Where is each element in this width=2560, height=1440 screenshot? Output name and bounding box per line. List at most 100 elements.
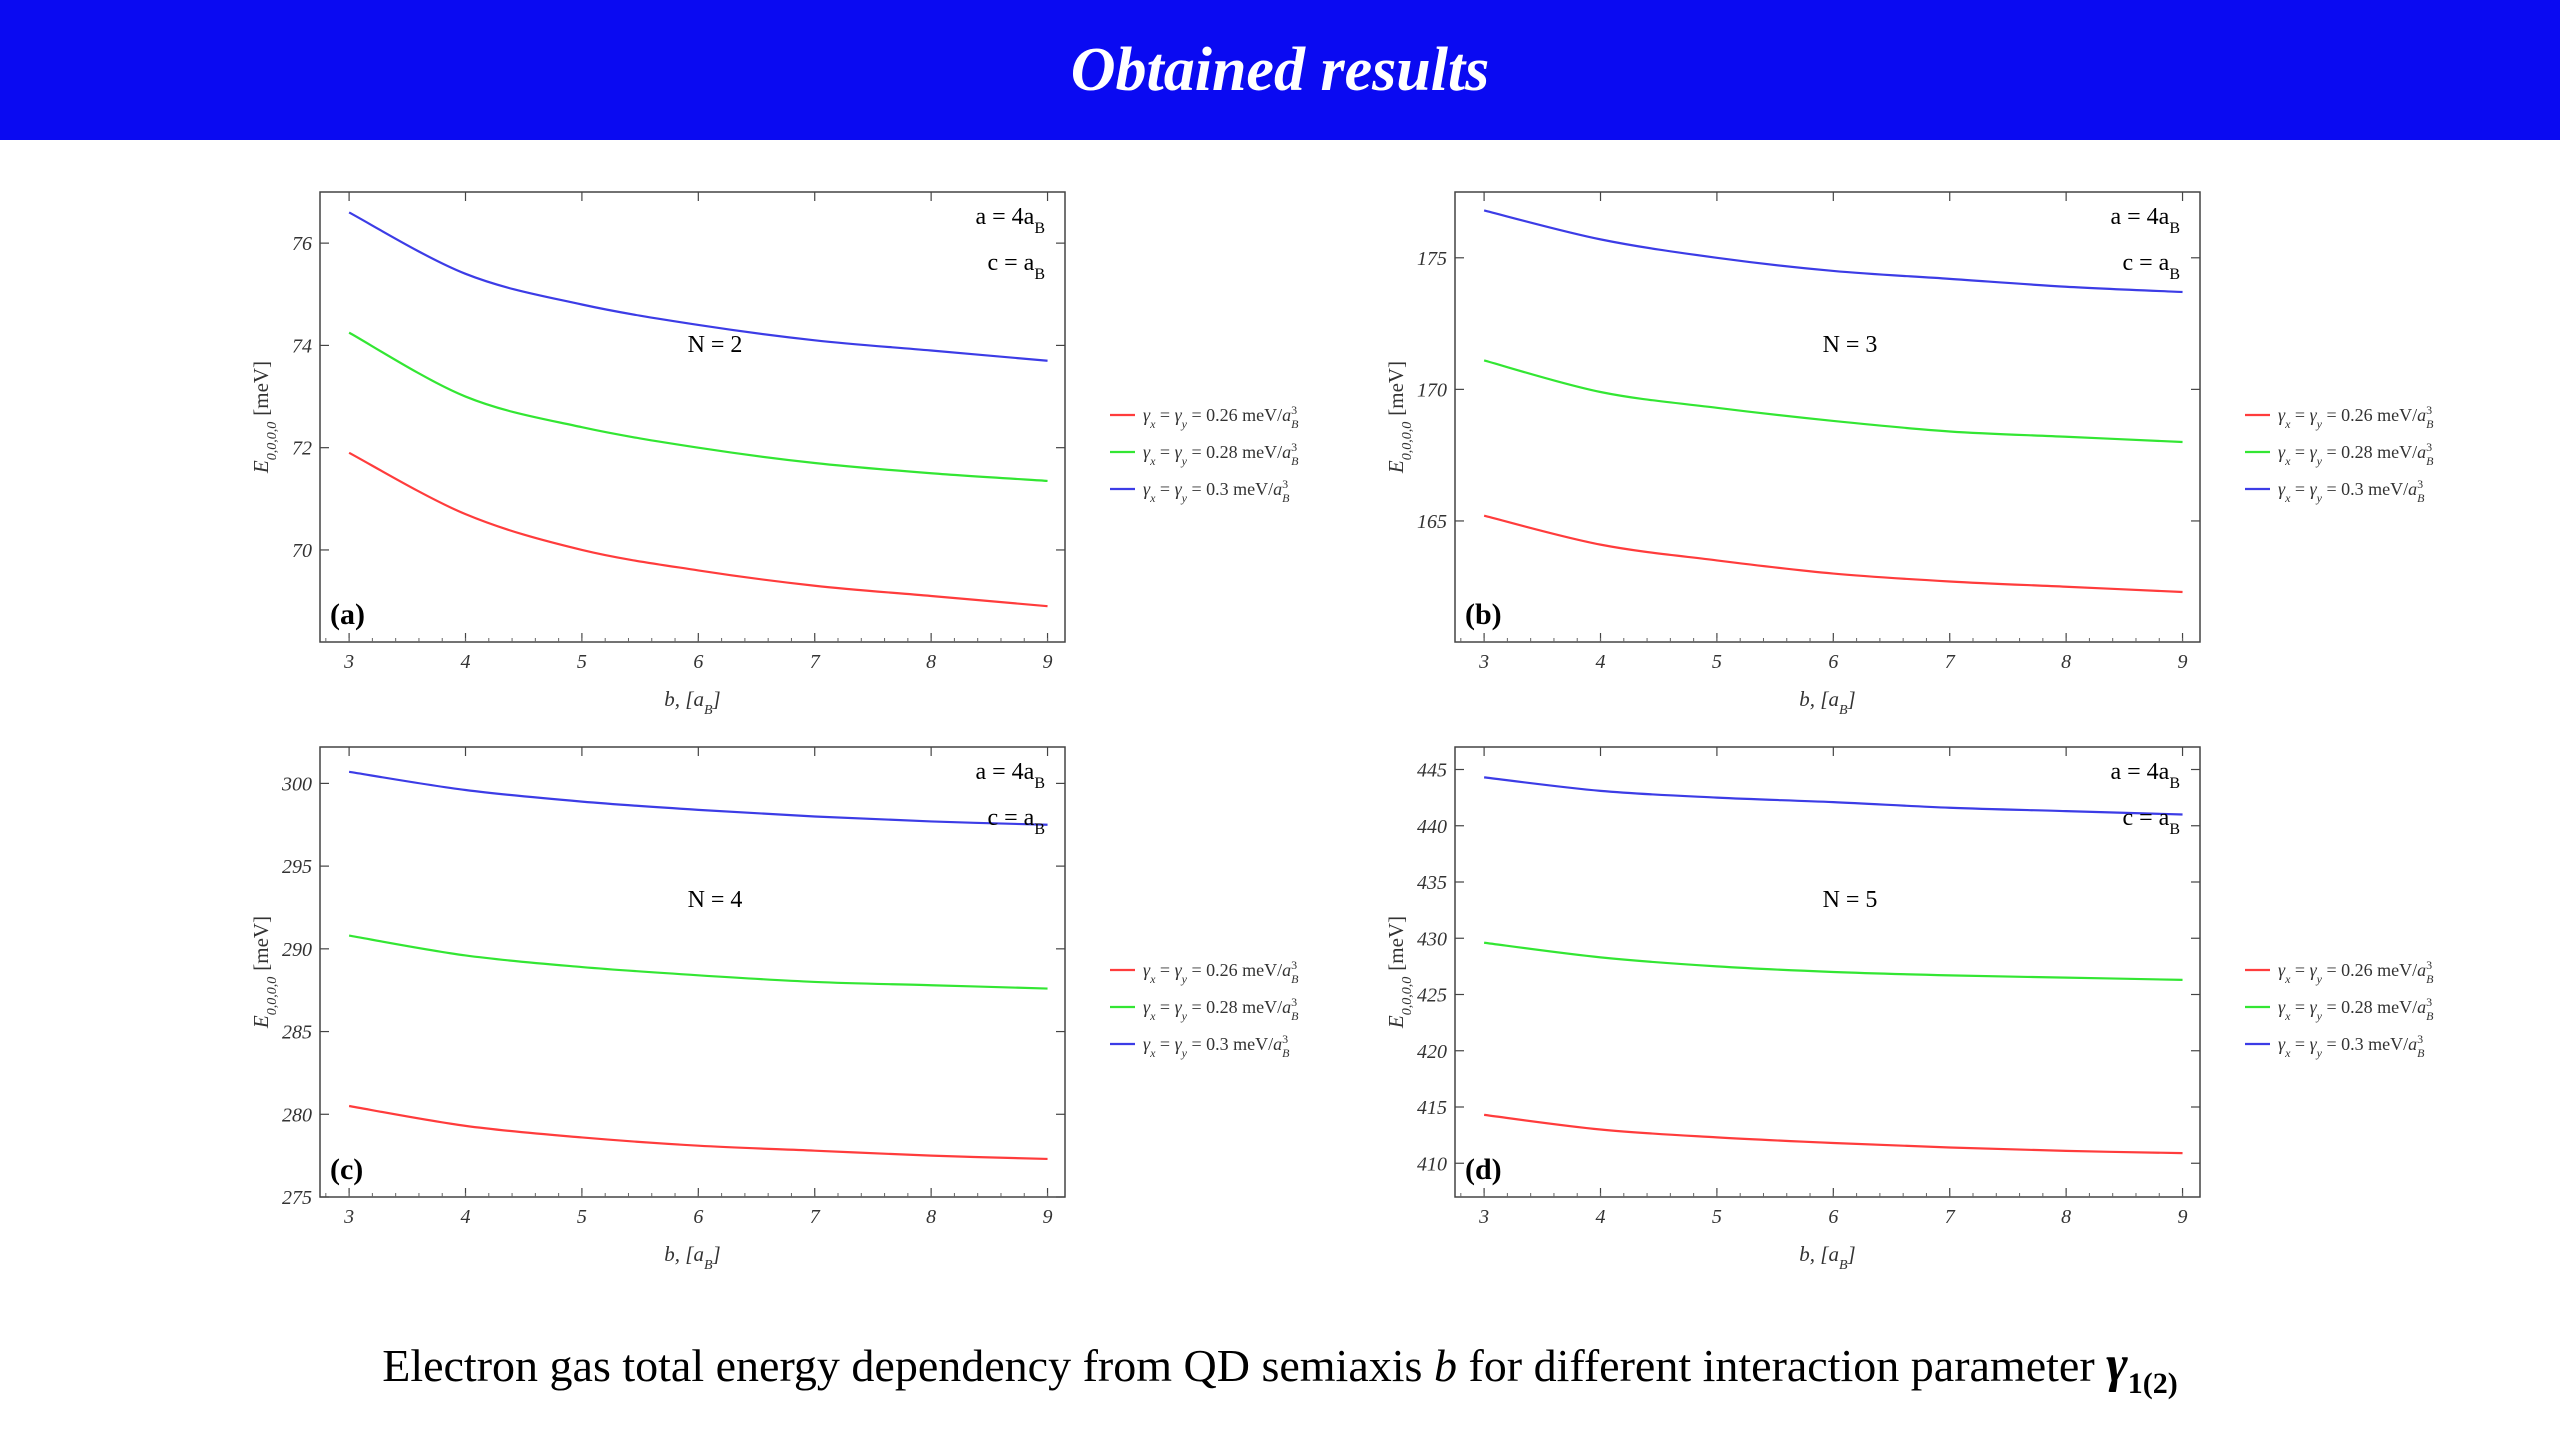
chart-panel-b: 3 4 5 6 7 8 9 165 170 175 (b) N = 3 a = 4aB c = aB b, … (1365, 180, 2465, 718)
x-axis-label: b, [aB] (664, 1242, 720, 1273)
figure-caption: Electron gas total energy dependency fro… (0, 1335, 2560, 1401)
n-label: N = 2 (688, 332, 743, 358)
caption-variable: b (1433, 1340, 1457, 1391)
series-line (1483, 359, 2183, 444)
x-tick-label: 8 (2061, 1206, 2071, 1228)
y-tick-label: 295 (282, 856, 312, 878)
y-tick-label: 74 (292, 335, 312, 357)
x-tick-label: 9 (1043, 1206, 1053, 1228)
x-tick-label: 6 (693, 1206, 703, 1228)
x-axis-label: b, [aB] (1799, 1242, 1855, 1273)
legend-entry: γx = γy = 0.3 meV/a3 B (1143, 1032, 1290, 1060)
y-tick-label: 280 (282, 1104, 312, 1126)
title-bar: Obtained results (0, 0, 2560, 140)
series-line (1483, 941, 2183, 981)
y-tick-label: 175 (1417, 248, 1447, 270)
series-line (1483, 776, 2183, 816)
series-line (348, 211, 1048, 362)
y-tick-label: 285 (282, 1022, 312, 1044)
x-tick-label: 9 (2178, 651, 2188, 673)
caption-text-after: for different interaction parameter (1456, 1340, 2107, 1391)
y-tick-label: 275 (282, 1187, 312, 1209)
chart-panel-d: 3 4 5 6 7 8 9 410 415 420 425 430 435 440 445 (d) N = 5 a… (1365, 735, 2465, 1273)
x-tick-label: 9 (1043, 651, 1053, 673)
y-tick-label: 290 (282, 939, 312, 961)
n-label: N = 3 (1823, 332, 1878, 358)
legend-entry: γx = γy = 0.26 meV/a3 B (1143, 958, 1299, 986)
param-c-label: c = aB (2122, 805, 2180, 838)
slide-title: Obtained results (1070, 35, 1490, 104)
chart-svg: 3 4 5 6 7 8 9 165 170 175 (b) N = 3 a = 4aB c = aB b, … (1384, 191, 2434, 718)
legend-entry: γx = γy = 0.28 meV/a3 B (2278, 440, 2434, 468)
y-tick-label: 72 (292, 438, 312, 460)
x-tick-label: 4 (1596, 651, 1606, 673)
caption-text-before: Electron gas total energy dependency fro… (382, 1340, 1434, 1391)
legend-entry: γx = γy = 0.28 meV/a3 B (2278, 995, 2434, 1023)
x-axis-label: b, [aB] (664, 687, 720, 718)
param-a-label: a = 4aB (975, 759, 1045, 792)
y-tick-label: 445 (1417, 760, 1447, 782)
chart-svg: 3 4 5 6 7 8 9 275 280 285 290 295 300 (c) N = 4 a = 4aB… (249, 746, 1299, 1273)
x-tick-label: 5 (1712, 651, 1722, 673)
param-c-label: c = aB (987, 805, 1045, 838)
series-line (348, 1104, 1048, 1161)
y-axis-label: E0,0,0,0[meV] (249, 361, 280, 474)
x-tick-label: 6 (1828, 651, 1838, 673)
x-tick-label: 4 (461, 651, 471, 673)
y-axis-label: E0,0,0,0[meV] (249, 916, 280, 1029)
series-line (348, 451, 1048, 608)
legend-entry: γx = γy = 0.26 meV/a3 B (1143, 403, 1299, 431)
param-a-label: a = 4aB (2110, 204, 2180, 237)
x-tick-label: 3 (343, 1206, 354, 1228)
n-label: N = 4 (688, 887, 743, 913)
chart-svg: 3 4 5 6 7 8 9 410 415 420 425 430 435 440 445 (d) N = 5 a… (1384, 746, 2434, 1273)
series-line (1483, 1113, 2183, 1155)
panel-label: (b) (1465, 598, 1502, 631)
series-line (348, 331, 1048, 483)
x-tick-label: 8 (926, 651, 936, 673)
n-label: N = 5 (1823, 887, 1878, 913)
plot-frame (319, 746, 1066, 1198)
y-tick-label: 425 (1417, 985, 1447, 1007)
param-a-label: a = 4aB (2110, 759, 2180, 792)
x-tick-label: 3 (1478, 1206, 1489, 1228)
legend-entry: γx = γy = 0.3 meV/a3 B (2278, 477, 2425, 505)
x-tick-label: 8 (2061, 651, 2071, 673)
panel-label: (c) (330, 1153, 363, 1186)
x-tick-label: 3 (343, 651, 354, 673)
chart-panel-a: 3 4 5 6 7 8 9 70 72 74 76 (a) N = 2 a = 4aB c = aB b, [… (230, 180, 1330, 718)
y-axis-label: E0,0,0,0[meV] (1384, 916, 1415, 1029)
x-tick-label: 5 (1712, 1206, 1722, 1228)
x-tick-label: 4 (1596, 1206, 1606, 1228)
y-tick-label: 170 (1417, 379, 1447, 401)
x-tick-label: 4 (461, 1206, 471, 1228)
y-tick-label: 415 (1417, 1097, 1447, 1119)
param-c-label: c = aB (2122, 250, 2180, 283)
series-line (1483, 209, 2183, 294)
series-line (348, 770, 1048, 826)
y-axis-label: E0,0,0,0[meV] (1384, 361, 1415, 474)
x-tick-label: 3 (1478, 651, 1489, 673)
y-tick-label: 410 (1417, 1153, 1447, 1175)
legend-entry: γx = γy = 0.3 meV/a3 B (2278, 1032, 2425, 1060)
plot-frame (1454, 746, 2201, 1198)
x-tick-label: 7 (1945, 1206, 1956, 1228)
legend-entry: γx = γy = 0.26 meV/a3 B (2278, 958, 2434, 986)
panel-label: (d) (1465, 1153, 1502, 1186)
caption-gamma-symbol: γ (2106, 1336, 2128, 1393)
legend-entry: γx = γy = 0.28 meV/a3 B (1143, 995, 1299, 1023)
x-tick-label: 6 (1828, 1206, 1838, 1228)
x-tick-label: 7 (810, 1206, 821, 1228)
x-tick-label: 7 (810, 651, 821, 673)
caption-gamma-subscript: 1(2) (2127, 1367, 2178, 1400)
plot-frame (1454, 191, 2201, 643)
x-tick-label: 9 (2178, 1206, 2188, 1228)
x-tick-label: 5 (577, 651, 587, 673)
param-a-label: a = 4aB (975, 204, 1045, 237)
chart-svg: 3 4 5 6 7 8 9 70 72 74 76 (a) N = 2 a = 4aB c = aB b, [… (249, 191, 1299, 718)
series-line (1483, 514, 2183, 594)
chart-panel-c: 3 4 5 6 7 8 9 275 280 285 290 295 300 (c) N = 4 a = 4aB… (230, 735, 1330, 1273)
series-line (348, 934, 1048, 990)
x-axis-label: b, [aB] (1799, 687, 1855, 718)
x-tick-label: 6 (693, 651, 703, 673)
